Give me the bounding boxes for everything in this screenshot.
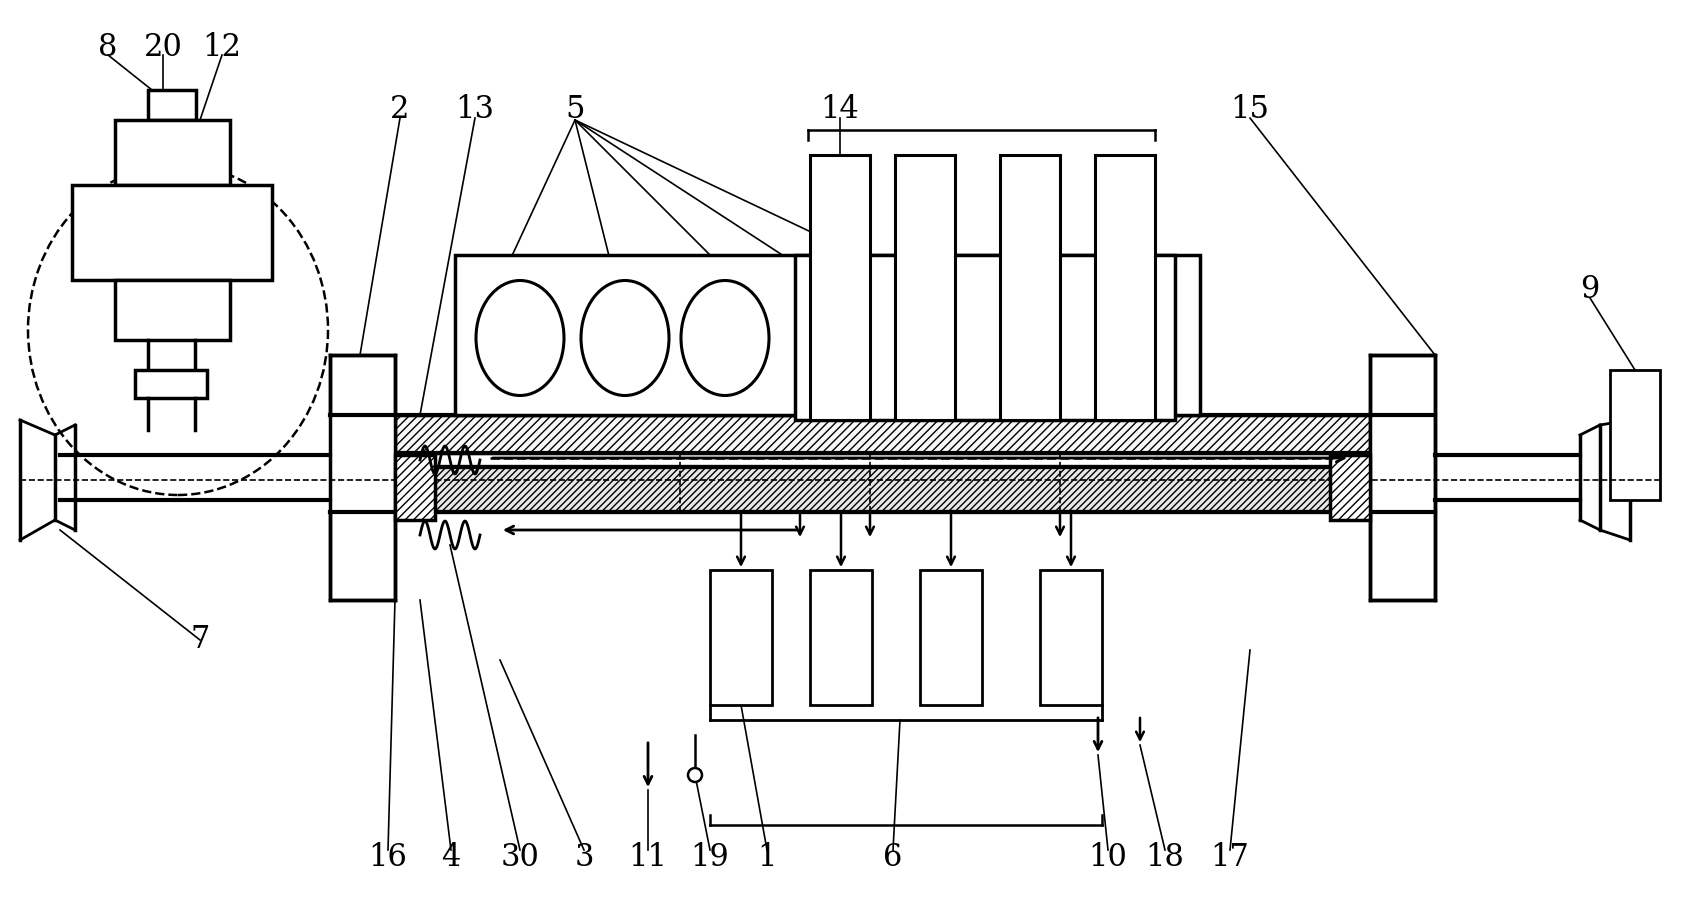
Bar [395,467,1369,512]
Ellipse shape [688,768,701,782]
Text: 11: 11 [627,843,668,874]
Bar [794,255,1174,420]
Text: 7: 7 [190,624,210,655]
Text: 2: 2 [390,95,409,126]
Text: 20: 20 [143,33,182,64]
Bar [710,570,772,705]
Bar [999,155,1060,420]
Ellipse shape [580,280,669,396]
Bar [1039,570,1102,705]
Bar [1369,355,1435,600]
Bar [1095,155,1154,420]
Ellipse shape [476,280,563,396]
Text: 18: 18 [1145,843,1184,874]
Text: 13: 13 [456,95,495,126]
Text: 10: 10 [1088,843,1127,874]
Bar [809,155,870,420]
Text: 8: 8 [98,33,118,64]
Text: 4: 4 [441,843,461,874]
Text: 17: 17 [1209,843,1248,874]
Bar [148,90,195,120]
Bar [809,570,871,705]
Bar [895,155,954,420]
Bar [72,185,272,280]
Bar [395,415,1369,453]
Text: 1: 1 [757,843,777,874]
Text: 12: 12 [202,33,241,64]
Text: 3: 3 [574,843,594,874]
Bar [1610,370,1658,500]
Bar [114,280,230,340]
Text: 14: 14 [821,95,860,126]
Bar [395,455,434,520]
Bar [114,120,230,185]
Text: 19: 19 [690,843,728,874]
Text: 5: 5 [565,95,584,126]
Text: 30: 30 [500,843,540,874]
Bar [454,255,1199,415]
Bar [135,370,207,398]
Text: 9: 9 [1579,275,1598,306]
Text: 6: 6 [883,843,902,874]
Ellipse shape [681,280,769,396]
Text: 16: 16 [368,843,407,874]
Bar [920,570,981,705]
Text: 15: 15 [1230,95,1268,126]
Bar [1329,455,1369,520]
Ellipse shape [29,165,328,495]
Bar [330,355,395,600]
